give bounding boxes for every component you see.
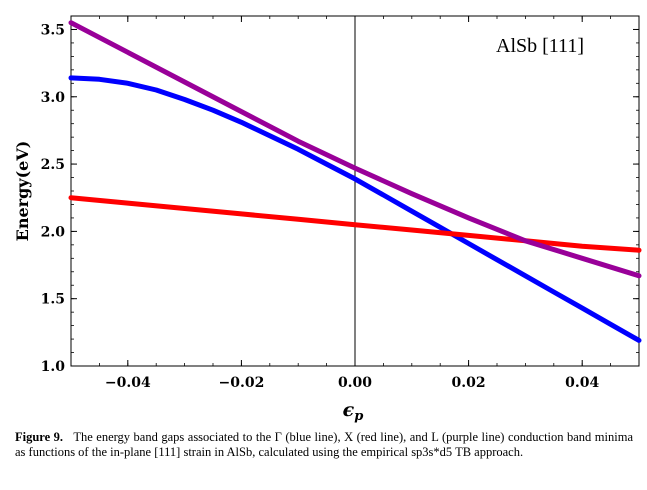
x-tick-label: 0.02 <box>452 375 486 391</box>
band-gap-chart: 1.0 1.5 2.0 2.5 3.0 3.5 −0.04 −0.02 0.00 0.02 0.0… <box>13 15 642 424</box>
x-tick-label: 0.00 <box>338 375 372 391</box>
y-tick-label: 3.5 <box>41 22 65 38</box>
x-axis-title-main: ϵ <box>343 399 355 421</box>
x-tick-label: 0.04 <box>565 375 599 391</box>
x-tick-label: −0.04 <box>105 375 151 391</box>
series-line-Γ <box>68 75 642 343</box>
caption-label: Figure 9. <box>15 430 64 444</box>
caption-text: The energy band gaps associated to the Γ… <box>15 430 633 459</box>
x-axis-ticks: −0.04 −0.02 0.00 0.02 0.04 <box>70 16 640 391</box>
y-tick-label: 2.5 <box>41 157 65 173</box>
y-axis-title: Energy(eV) <box>13 141 32 242</box>
y-tick-label: 1.0 <box>41 359 66 375</box>
y-tick-label: 2.0 <box>41 224 66 240</box>
inset-label: AlSb [111] <box>496 35 584 57</box>
y-axis-ticks: 1.0 1.5 2.0 2.5 3.0 3.5 <box>41 15 639 375</box>
y-tick-label: 3.0 <box>41 90 66 106</box>
series-lines <box>68 20 642 343</box>
y-tick-label: 1.5 <box>41 292 65 308</box>
x-axis-title-sub: p <box>354 409 363 424</box>
x-axis-title: ϵp <box>343 399 364 424</box>
series-line-L <box>68 20 642 279</box>
series-line-X <box>68 195 642 253</box>
figure-caption: Figure 9. The energy band gaps associate… <box>15 430 633 460</box>
x-tick-label: −0.02 <box>218 375 264 391</box>
